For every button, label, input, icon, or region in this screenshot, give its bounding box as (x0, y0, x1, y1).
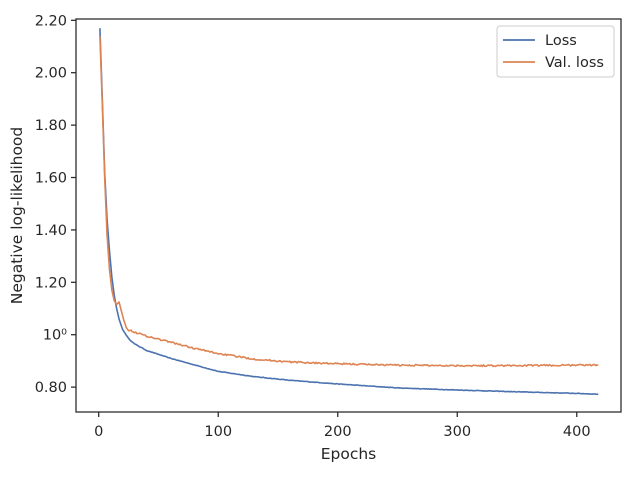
y-tick-label: 1.20 (35, 275, 67, 291)
series-line-val-loss (99, 36, 599, 368)
legend-label-val-loss: Val. loss (545, 55, 604, 71)
x-tick-label: 200 (324, 424, 352, 440)
legend-box (496, 25, 615, 78)
series-line-loss (99, 28, 599, 396)
x-tick-label: 400 (563, 424, 591, 440)
y-tick-label: 0.80 (35, 380, 67, 396)
legend: Loss Val. loss (496, 25, 615, 78)
x-axis-label: Epochs (321, 445, 377, 463)
y-tick-label: 1.60 (35, 171, 67, 187)
y-tick-label: 2.00 (35, 66, 67, 82)
y-tick-label: 10⁰ (43, 328, 67, 344)
y-axis-label: Negative log-likelihood (8, 127, 26, 305)
x-tick-label: 300 (443, 424, 471, 440)
x-tick-label: 0 (94, 424, 103, 440)
plot-frame (75, 18, 622, 413)
x-tick-label: 100 (204, 424, 232, 440)
y-tick-label: 2.20 (35, 13, 67, 29)
x-axis-ticks: 0 100 200 300 400 (94, 412, 591, 440)
y-tick-label: 1.40 (35, 223, 67, 239)
y-tick-label: 1.80 (35, 118, 67, 134)
plot-lines (99, 28, 599, 396)
y-axis-ticks: 0.80 10⁰ 1.20 1.40 1.60 1.80 2.00 2.20 (35, 13, 76, 396)
legend-label-loss: Loss (545, 33, 577, 49)
